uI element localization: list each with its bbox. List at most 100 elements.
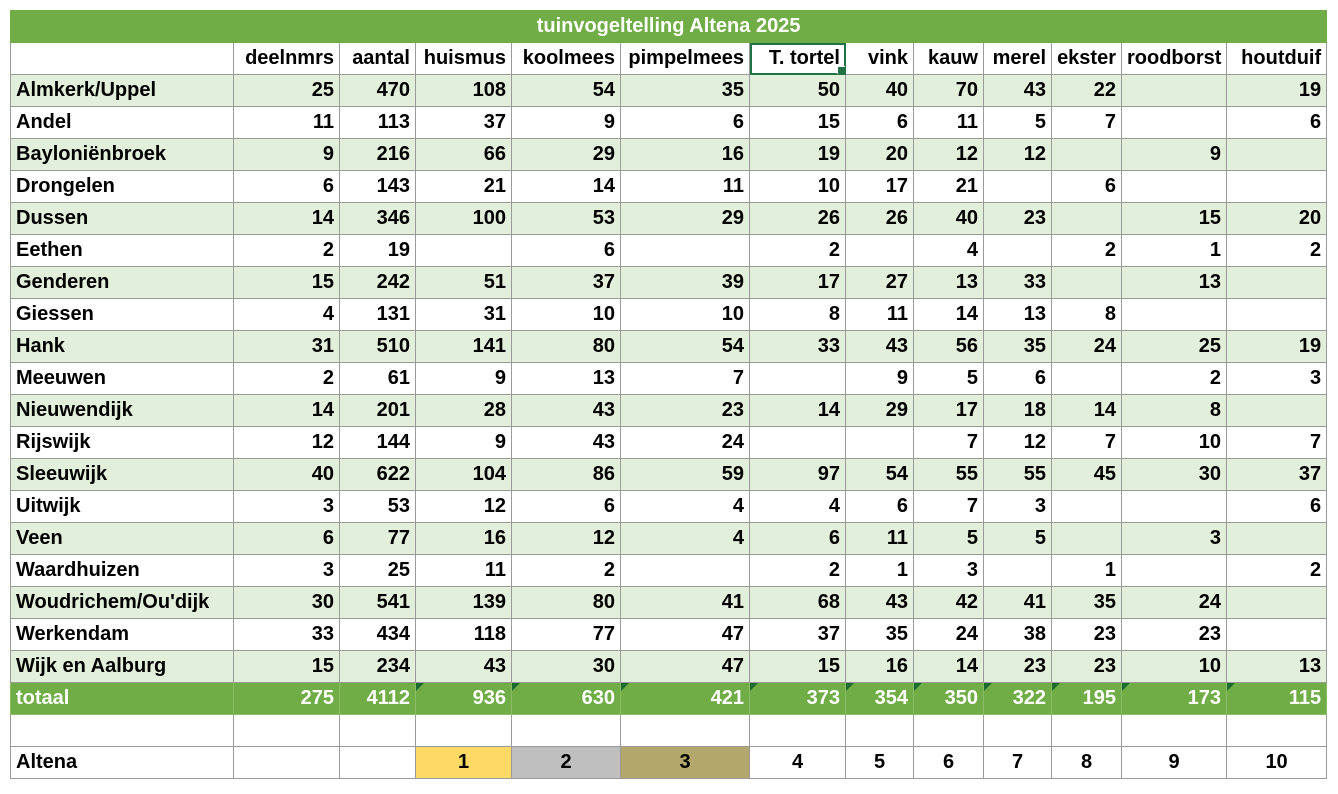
count-cell[interactable]: 41 — [983, 586, 1052, 619]
count-cell[interactable]: 143 — [339, 170, 416, 203]
count-cell[interactable]: 242 — [339, 266, 416, 299]
count-cell[interactable]: 6 — [1225, 490, 1328, 523]
count-cell[interactable]: 10 — [511, 298, 621, 331]
count-cell[interactable]: 10 — [749, 170, 846, 203]
village-name-cell[interactable]: Nieuwendijk — [10, 394, 234, 427]
count-cell[interactable]: 201 — [339, 394, 416, 427]
count-cell[interactable]: 30 — [511, 650, 621, 683]
village-name-cell[interactable]: Dussen — [10, 202, 234, 235]
empty-cell[interactable] — [749, 714, 846, 747]
count-cell[interactable]: 54 — [845, 458, 914, 491]
column-header[interactable]: aantal — [339, 42, 416, 75]
count-cell[interactable] — [1225, 298, 1328, 331]
count-cell[interactable]: 30 — [1121, 458, 1227, 491]
village-name-cell[interactable]: Genderen — [10, 266, 234, 299]
count-cell[interactable]: 29 — [511, 138, 621, 171]
count-cell[interactable]: 39 — [620, 266, 750, 299]
count-cell[interactable] — [620, 234, 750, 267]
rank-cell[interactable]: 2 — [511, 746, 621, 779]
count-cell[interactable]: 56 — [913, 330, 984, 363]
count-cell[interactable]: 8 — [1051, 298, 1122, 331]
count-cell[interactable]: 26 — [845, 202, 914, 235]
count-cell[interactable]: 2 — [1225, 554, 1328, 587]
count-cell[interactable]: 29 — [620, 202, 750, 235]
column-header[interactable]: vink — [845, 42, 914, 75]
count-cell[interactable]: 18 — [983, 394, 1052, 427]
count-cell[interactable]: 141 — [415, 330, 512, 363]
count-cell[interactable]: 11 — [620, 170, 750, 203]
count-cell[interactable]: 23 — [1121, 618, 1227, 651]
count-cell[interactable]: 6 — [749, 522, 846, 555]
village-name-cell[interactable]: Giessen — [10, 298, 234, 331]
count-cell[interactable]: 23 — [983, 650, 1052, 683]
count-cell[interactable]: 470 — [339, 74, 416, 107]
count-cell[interactable]: 2 — [749, 234, 846, 267]
empty-cell[interactable] — [415, 714, 512, 747]
count-cell[interactable]: 23 — [1051, 618, 1122, 651]
count-cell[interactable]: 2 — [511, 554, 621, 587]
count-cell[interactable]: 7 — [1051, 106, 1122, 139]
rank-cell[interactable]: 1 — [415, 746, 512, 779]
count-cell[interactable]: 10 — [1121, 426, 1227, 459]
count-cell[interactable]: 15 — [233, 266, 340, 299]
count-cell[interactable]: 14 — [233, 202, 340, 235]
count-cell[interactable]: 55 — [913, 458, 984, 491]
count-cell[interactable]: 20 — [1225, 202, 1328, 235]
count-cell[interactable] — [415, 234, 512, 267]
count-cell[interactable]: 66 — [415, 138, 512, 171]
count-cell[interactable]: 216 — [339, 138, 416, 171]
total-cell[interactable]: 373 — [749, 682, 846, 715]
count-cell[interactable]: 43 — [511, 394, 621, 427]
count-cell[interactable]: 35 — [1051, 586, 1122, 619]
count-cell[interactable]: 19 — [1225, 74, 1328, 107]
count-cell[interactable]: 144 — [339, 426, 416, 459]
empty-cell[interactable] — [1225, 714, 1328, 747]
empty-cell[interactable] — [10, 714, 234, 747]
count-cell[interactable]: 17 — [913, 394, 984, 427]
count-cell[interactable]: 12 — [511, 522, 621, 555]
count-cell[interactable]: 1 — [1051, 554, 1122, 587]
village-name-cell[interactable]: Wijk en Aalburg — [10, 650, 234, 683]
village-name-cell[interactable]: Sleeuwijk — [10, 458, 234, 491]
count-cell[interactable]: 5 — [913, 522, 984, 555]
count-cell[interactable]: 23 — [620, 394, 750, 427]
count-cell[interactable]: 30 — [233, 586, 340, 619]
count-cell[interactable]: 4 — [620, 490, 750, 523]
count-cell[interactable]: 7 — [620, 362, 750, 395]
column-header[interactable]: roodborst — [1121, 42, 1227, 75]
count-cell[interactable] — [1225, 394, 1328, 427]
count-cell[interactable]: 2 — [1225, 234, 1328, 267]
count-cell[interactable]: 6 — [1225, 106, 1328, 139]
count-cell[interactable]: 4 — [233, 298, 340, 331]
count-cell[interactable]: 68 — [749, 586, 846, 619]
count-cell[interactable]: 55 — [983, 458, 1052, 491]
count-cell[interactable]: 4 — [913, 234, 984, 267]
count-cell[interactable] — [845, 234, 914, 267]
count-cell[interactable] — [983, 234, 1052, 267]
count-cell[interactable]: 23 — [983, 202, 1052, 235]
count-cell[interactable]: 11 — [845, 522, 914, 555]
count-cell[interactable]: 5 — [983, 522, 1052, 555]
count-cell[interactable]: 27 — [845, 266, 914, 299]
count-cell[interactable] — [1121, 298, 1227, 331]
count-cell[interactable] — [1225, 138, 1328, 171]
count-cell[interactable]: 7 — [1051, 426, 1122, 459]
count-cell[interactable]: 37 — [415, 106, 512, 139]
rank-cell[interactable]: 7 — [983, 746, 1052, 779]
total-cell[interactable]: 4112 — [339, 682, 416, 715]
village-name-cell[interactable]: Hank — [10, 330, 234, 363]
count-cell[interactable]: 13 — [1121, 266, 1227, 299]
total-cell[interactable]: 115 — [1225, 682, 1328, 715]
count-cell[interactable]: 77 — [511, 618, 621, 651]
total-cell[interactable]: 354 — [845, 682, 914, 715]
count-cell[interactable]: 16 — [415, 522, 512, 555]
count-cell[interactable]: 7 — [1225, 426, 1328, 459]
count-cell[interactable]: 38 — [983, 618, 1052, 651]
count-cell[interactable] — [1051, 490, 1122, 523]
village-name-cell[interactable]: Rijswijk — [10, 426, 234, 459]
count-cell[interactable]: 234 — [339, 650, 416, 683]
village-name-cell[interactable]: Woudrichem/Ou'dijk — [10, 586, 234, 619]
count-cell[interactable] — [1051, 202, 1122, 235]
count-cell[interactable]: 9 — [415, 362, 512, 395]
count-cell[interactable]: 51 — [415, 266, 512, 299]
